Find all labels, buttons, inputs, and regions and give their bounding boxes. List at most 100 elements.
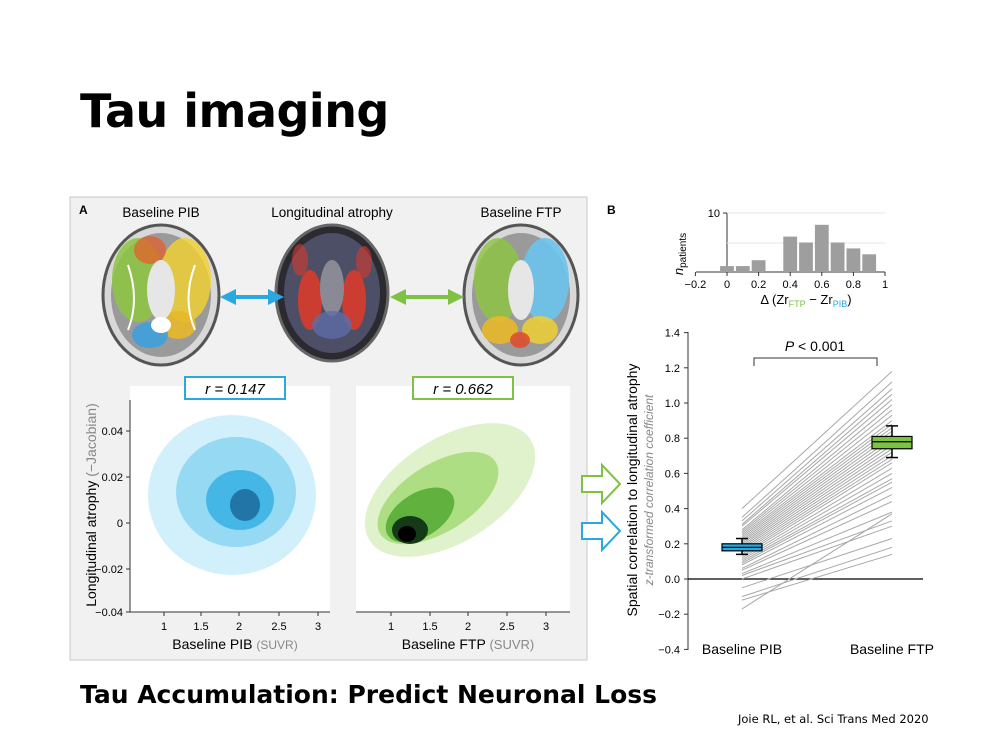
y-tick-label: 0 xyxy=(117,518,123,530)
patient-line xyxy=(741,455,893,554)
scatter-y-ticks: 0.04 0.02 0 −0.02 −0.04 xyxy=(95,426,130,619)
patient-line xyxy=(741,494,893,569)
patient-line xyxy=(741,381,893,518)
patient-line xyxy=(741,448,893,550)
paired-y-tick-label: 1.4 xyxy=(665,328,680,340)
patient-line xyxy=(741,427,893,539)
y-tick-label: −0.02 xyxy=(95,564,123,576)
brain-label-atrophy: Longitudinal atrophy xyxy=(271,205,393,220)
x-tick-label: 2 xyxy=(236,621,242,633)
patient-line xyxy=(741,437,893,545)
arrow-green-outline xyxy=(581,462,622,506)
brain-label-pib: Baseline PIB xyxy=(122,205,199,220)
brain-label-ftp: Baseline FTP xyxy=(480,205,561,220)
patient-line xyxy=(741,467,893,559)
paired-y-tick-label: 0.4 xyxy=(665,504,680,516)
scatter-y-axis-label: Longitudinal atrophy (−Jacobian) xyxy=(83,403,99,607)
arrow-pib-atrophy xyxy=(220,289,284,305)
patient-line xyxy=(741,409,893,532)
patient-line xyxy=(741,434,893,543)
x-tick-label: 1.5 xyxy=(422,621,437,633)
patient-line xyxy=(741,430,893,541)
patient-line xyxy=(741,478,893,562)
arrow-blue-outline xyxy=(581,509,622,553)
citation: Joie RL, et al. Sci Trans Med 2020 xyxy=(738,712,929,726)
slide-title: Tau imaging xyxy=(80,84,389,138)
patient-line xyxy=(741,370,893,509)
hist-bar xyxy=(862,254,877,272)
hist-bar xyxy=(846,248,861,272)
patient-line xyxy=(741,451,893,552)
patient-line xyxy=(741,538,893,589)
patient-line xyxy=(741,487,893,566)
scatter-pib-density xyxy=(148,415,316,575)
hist-y-label: npatients xyxy=(671,233,689,275)
scatter-pib-x-label: Baseline PIB (SUVR) xyxy=(172,636,297,652)
paired-y-tick-label: 0.0 xyxy=(665,574,680,586)
box-ftp xyxy=(871,435,913,450)
patient-line xyxy=(741,511,893,575)
x-tick-label: 2.5 xyxy=(271,621,286,633)
slide-subtitle: Tau Accumulation: Predict Neuronal Loss xyxy=(80,680,658,709)
patient-line xyxy=(741,513,893,610)
patient-line xyxy=(741,462,893,557)
patient-line xyxy=(741,481,893,564)
paired-y-tick-label: −0.2 xyxy=(658,609,680,621)
paired-y-tick-label: 0.8 xyxy=(665,433,680,445)
significance-bracket xyxy=(753,357,878,366)
r-box-ftp xyxy=(412,376,514,400)
scatter-pib-x-ticks: 1 1.5 2 2.5 3 xyxy=(161,612,321,633)
y-tick-label: 0.04 xyxy=(102,426,123,438)
paired-y-axis-label: Spatial correlation to longitudinal atro… xyxy=(624,364,640,617)
patient-line xyxy=(741,444,893,548)
hist-x-tick-label: 0.8 xyxy=(846,279,861,291)
hist-x-tick-label: 0.6 xyxy=(814,279,829,291)
panel-b: B 10 −0.2 0 0.2 0.4 0.6 0.8 1 npatients Δ (ZrF… xyxy=(607,203,934,657)
brain-atrophy-image xyxy=(274,223,390,363)
category-label-ftp: Baseline FTP xyxy=(850,641,934,657)
hist-bar xyxy=(735,266,750,272)
x-tick-label: 1 xyxy=(161,621,167,633)
paired-y-tick-label: −0.4 xyxy=(658,644,680,656)
r-box-pib xyxy=(184,376,286,400)
hist-bar xyxy=(751,260,766,272)
panel-a-label: A xyxy=(79,203,88,217)
patient-line xyxy=(741,501,893,571)
patient-line xyxy=(741,404,893,531)
patient-line xyxy=(741,525,893,580)
x-tick-label: 3 xyxy=(315,621,321,633)
hist-x-tick-label: 0.2 xyxy=(751,279,766,291)
paired-chart: −0.4 −0.2 0.0 0.2 0.4 0.6 0.8 1.0 1.2 1.4 P < 0.0… xyxy=(624,328,934,657)
patient-line xyxy=(741,472,893,561)
patient-line xyxy=(741,458,893,555)
scatter-ftp-x-ticks: 1 1.5 2 2.5 3 xyxy=(388,612,549,633)
r-value-ftp: r = 0.662 xyxy=(433,381,493,398)
brain-pib-image xyxy=(101,223,221,367)
hist-x-tick-label: 0 xyxy=(724,279,730,291)
patient-line xyxy=(741,388,893,522)
x-tick-label: 1.5 xyxy=(193,621,208,633)
y-tick-label: −0.04 xyxy=(95,607,123,619)
arrow-atrophy-ftp xyxy=(390,289,464,305)
hist-bar xyxy=(814,224,829,272)
y-tick-label: 0.02 xyxy=(102,472,123,484)
panel-a: A Baseline PIB Longitudinal atrophy Base… xyxy=(69,196,588,661)
hist-bar xyxy=(830,242,845,272)
patient-line xyxy=(741,520,893,576)
hist-x-tick-label: 1 xyxy=(882,279,888,291)
x-tick-label: 1 xyxy=(388,621,394,633)
paired-y-tick-label: 0.2 xyxy=(665,539,680,551)
hist-x-label: Δ (ZrFTP − ZrPIB) xyxy=(760,292,851,309)
x-tick-label: 2.5 xyxy=(499,621,514,633)
hist-x-tick-label: −0.2 xyxy=(685,279,707,291)
hist-bar xyxy=(799,242,813,272)
patient-line xyxy=(741,414,893,534)
patient-line xyxy=(741,393,893,525)
paired-y-tick-label: 0.6 xyxy=(665,468,680,480)
paired-y-tick-label: 1.2 xyxy=(665,363,680,375)
paired-y-tick-label: 1.0 xyxy=(665,398,680,410)
patient-line xyxy=(741,423,893,538)
patient-line xyxy=(741,420,893,536)
patient-line xyxy=(741,399,893,527)
